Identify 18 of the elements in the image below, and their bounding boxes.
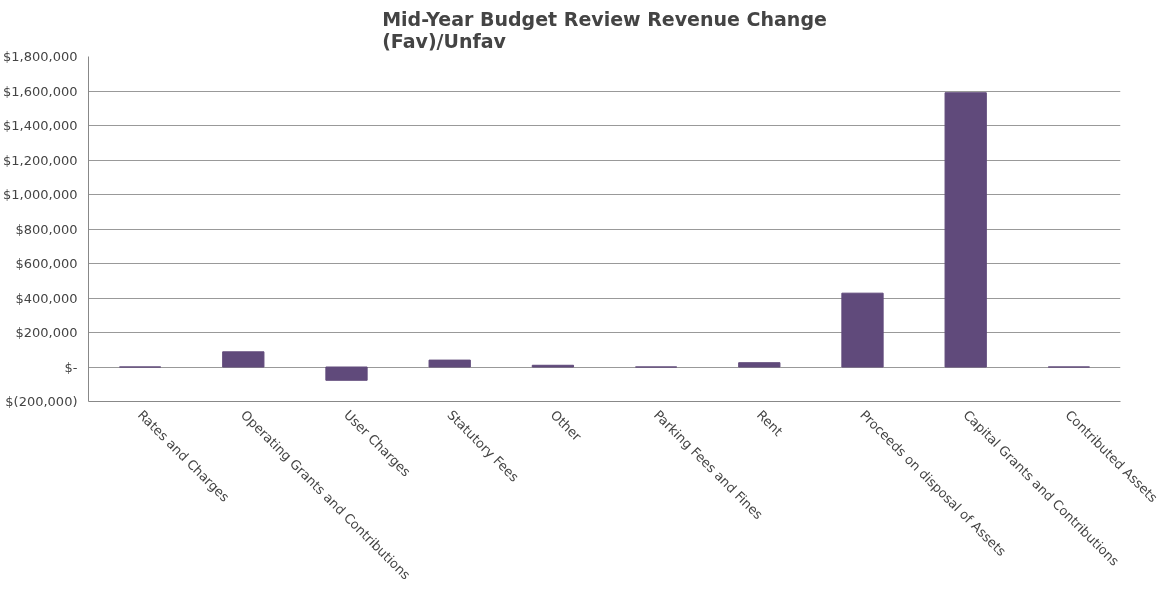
bar — [325, 366, 368, 381]
y-tick-label: $800,000 — [15, 221, 78, 237]
bar — [841, 292, 884, 368]
y-tick-label: $1,800,000 — [3, 49, 78, 64]
bar — [428, 359, 471, 368]
y-tick-label: $1,400,000 — [3, 118, 78, 133]
y-tick-label: $200,000 — [15, 325, 78, 340]
y-tick-label: $- — [64, 359, 78, 375]
y-tick-label: $(200,000) — [5, 394, 78, 409]
y-tick-label: $1,000,000 — [3, 187, 78, 202]
bar — [738, 362, 781, 368]
y-tick-label: $1,200,000 — [3, 152, 78, 168]
chart-title: Mid-Year Budget Review Revenue Change (Fav)/Unfav — [382, 7, 827, 52]
y-tick-label: $400,000 — [15, 290, 78, 306]
y-tick-label: $600,000 — [15, 256, 78, 271]
y-tick-label: $1,600,000 — [3, 83, 78, 99]
bar — [944, 92, 987, 368]
bar — [222, 351, 265, 368]
